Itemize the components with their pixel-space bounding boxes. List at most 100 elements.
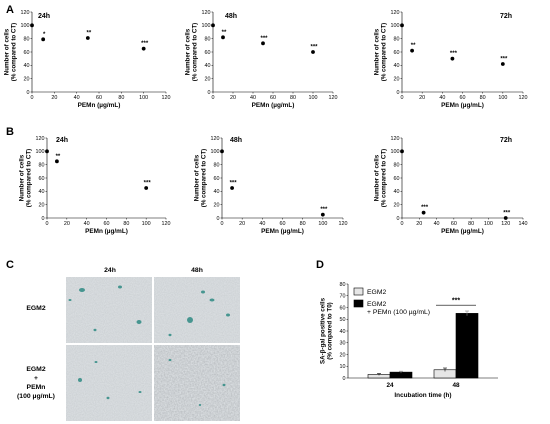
row-label-line-1: EGM2	[26, 366, 45, 373]
x-tick-label: 60	[270, 95, 276, 101]
significance-label: ***	[310, 45, 318, 51]
significance-label: ***	[144, 181, 152, 187]
x-tick-label: 0	[221, 221, 224, 227]
data-point	[41, 37, 46, 42]
y-tick-label: 30	[340, 341, 346, 347]
y-tick-label: 60	[39, 176, 45, 182]
panel-label-a: A	[6, 4, 14, 16]
x-tick-label: 80	[123, 221, 129, 227]
y-tick-label: 80	[24, 37, 30, 43]
x-tick-label: 120	[339, 221, 348, 227]
significance-label: ***	[421, 205, 429, 211]
stain-cell	[226, 313, 230, 317]
x-tick-label: 20	[230, 95, 236, 101]
micro-texture-pemn-24h	[66, 345, 152, 421]
y-tick-label: 40	[394, 63, 400, 69]
y-tick-label: 120	[36, 136, 45, 142]
time-label: 72h	[500, 13, 512, 20]
data-point	[85, 36, 90, 40]
x-tick-label: 60	[451, 221, 457, 227]
data-point	[261, 41, 265, 46]
data-point	[320, 212, 325, 217]
x-axis-label: PEMn (µg/mL)	[441, 228, 484, 235]
significance-label: **	[411, 43, 416, 49]
data-point	[500, 62, 505, 66]
data-point	[221, 35, 225, 40]
stain-cell	[198, 404, 202, 406]
y-tick-label: 100	[202, 23, 211, 29]
y-tick-label: 40	[39, 189, 45, 195]
stain-cell	[209, 298, 215, 302]
data-point	[421, 210, 426, 215]
x-tick-label: 120	[162, 95, 171, 101]
data-point	[400, 149, 404, 154]
y-tick-label: 120	[211, 136, 220, 142]
significance-label: ***	[230, 181, 238, 187]
micro-texture-pemn-48h	[154, 345, 240, 421]
y-tick-label: 60	[214, 176, 220, 182]
stain-cell	[138, 391, 142, 393]
stain-cell	[136, 320, 142, 324]
x-tick-label: 100	[498, 95, 507, 101]
col-label-48h: 48h	[191, 267, 203, 274]
y-axis-label: Number of cells(% compared to CT)	[185, 23, 199, 81]
x-tick-label: 0	[401, 95, 404, 101]
x-tick-label: 60	[96, 95, 102, 101]
y-tick-label: 120	[391, 136, 400, 142]
x-tick-label: 100	[309, 95, 318, 101]
legend-label-egm2: EGM2	[367, 289, 386, 296]
data-point	[230, 186, 234, 190]
data-point	[400, 23, 404, 28]
y-tick-label: 20	[24, 77, 30, 83]
y-tick-label: 80	[394, 37, 400, 43]
x-tick-label: 0	[31, 95, 34, 101]
y-tick-label: 0	[27, 90, 30, 96]
sa-beta-gal-stains	[68, 285, 230, 406]
stain-cell	[118, 285, 122, 289]
significance-label: ***	[500, 57, 508, 63]
data-point	[450, 56, 455, 61]
x-axis-label: PEMn (µg/mL)	[252, 102, 295, 109]
y-tick-label: 20	[394, 203, 400, 209]
scatter-plot-a-72h: 0 20 40 60 80 100 120 0 20 40 60 80 100 120 Number of …	[374, 10, 528, 109]
significance-label: *	[43, 32, 46, 38]
x-tick-label: 60	[104, 221, 110, 227]
x-tick-label: 60	[460, 95, 466, 101]
legend-swatch-pemn	[353, 299, 364, 308]
data-point	[45, 149, 49, 154]
x-axis-label: PEMn (µg/mL)	[261, 228, 304, 235]
y-tick-label: 80	[39, 163, 45, 169]
x-tick-label: 40	[439, 95, 445, 101]
x-tick-label: 100	[142, 221, 151, 227]
y-tick-label: 60	[340, 305, 346, 311]
x-tick-label: 20	[239, 221, 245, 227]
stain-cell	[93, 328, 97, 332]
y-tick-label: 0	[397, 90, 400, 96]
y-tick-label: 80	[205, 37, 211, 43]
x-tick-label: 80	[118, 95, 124, 101]
y-tick-label: 120	[21, 10, 30, 16]
x-tick-label: 120	[501, 221, 510, 227]
scatter-plot-a-24h: 0 20 40 60 80 100 120 0 20 40 60 80 100 120 Number of …	[4, 10, 171, 109]
data-point	[144, 186, 149, 190]
legend-swatch-egm2	[353, 287, 364, 296]
y-axis-label: Number of cells(% compared to CT)	[374, 149, 388, 207]
row-label-line-4: (100 µg/mL)	[17, 393, 55, 400]
y-tick-label: 80	[394, 163, 400, 169]
scatter-plot-b-72h: 0 20 40 60 80 100 120 140 0 20 40 60 80 100 120 Number …	[374, 136, 528, 235]
time-label: 48h	[230, 137, 242, 144]
legend-label-pemn-line1: EGM2	[367, 301, 386, 308]
significance-label: ***	[260, 36, 268, 42]
significance-label: **	[56, 154, 61, 160]
y-tick-label: 80	[340, 282, 346, 288]
stain-cell	[68, 299, 72, 301]
y-tick-label: 70	[340, 294, 346, 300]
y-tick-label: 20	[340, 352, 346, 358]
y-tick-label: 0	[397, 216, 400, 222]
x-tick-label: 40	[434, 221, 440, 227]
data-point	[220, 149, 224, 154]
panel-c-microscopy: 24h 48h EGM2 EGM2 + PEMn (100 µg/mL)	[17, 267, 240, 421]
x-tick-label: 40	[250, 95, 256, 101]
micro-texture-egm2-24h	[66, 277, 152, 343]
x-tick-label: 60	[280, 221, 286, 227]
